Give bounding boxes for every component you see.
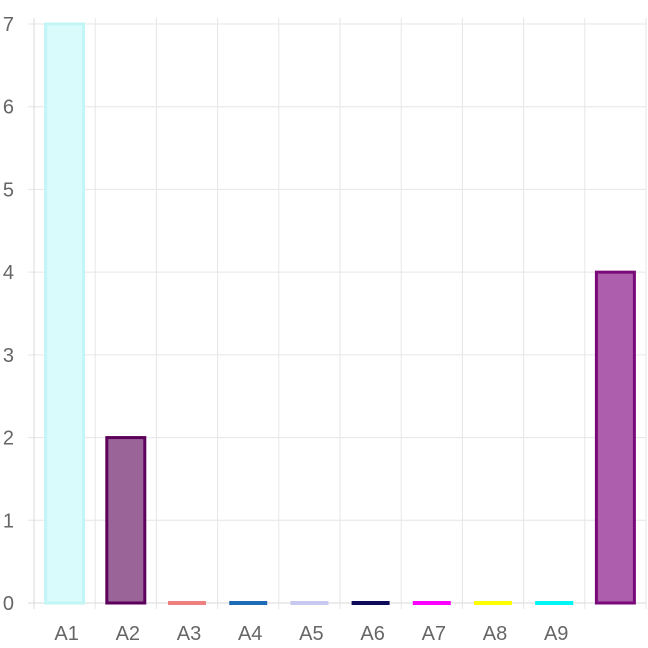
bar-a1[interactable] xyxy=(44,22,86,605)
bar-a3[interactable] xyxy=(168,601,206,605)
bar-unlabeled[interactable] xyxy=(594,270,636,605)
y-tick-label: 2 xyxy=(3,428,14,450)
x-tick-label: A3 xyxy=(177,623,201,645)
grid xyxy=(28,18,647,609)
y-tick-label: 5 xyxy=(3,179,14,201)
y-tick-label: 3 xyxy=(3,345,14,367)
bar-a6[interactable] xyxy=(351,601,390,605)
x-tick-label: A1 xyxy=(54,623,78,645)
x-tick-label: A7 xyxy=(422,623,446,645)
bar-a4[interactable] xyxy=(229,601,268,605)
x-tick-label: A2 xyxy=(116,623,140,645)
y-tick-label: 6 xyxy=(3,97,14,119)
x-tick-labels: A1 A2 A3 A4 A5 A6 A7 A8 A9 xyxy=(54,623,568,645)
bar-a5[interactable] xyxy=(290,601,329,605)
bar-a9[interactable] xyxy=(535,601,574,605)
x-tick-label: A9 xyxy=(544,623,568,645)
y-tick-labels: 0 1 2 3 4 5 6 7 xyxy=(3,14,14,615)
x-tick-label: A4 xyxy=(238,623,262,645)
bar-a8[interactable] xyxy=(474,601,512,605)
y-tick-label: 1 xyxy=(3,510,14,532)
x-tick-label: A6 xyxy=(360,623,384,645)
bar-a2[interactable] xyxy=(105,436,147,605)
x-tick-label: A5 xyxy=(299,623,323,645)
y-tick-label: 7 xyxy=(3,14,14,36)
x-tick-label: A8 xyxy=(483,623,507,645)
bar-a7[interactable] xyxy=(412,601,451,605)
bars xyxy=(44,22,636,605)
y-tick-label: 0 xyxy=(3,593,14,615)
y-tick-label: 4 xyxy=(3,262,14,284)
